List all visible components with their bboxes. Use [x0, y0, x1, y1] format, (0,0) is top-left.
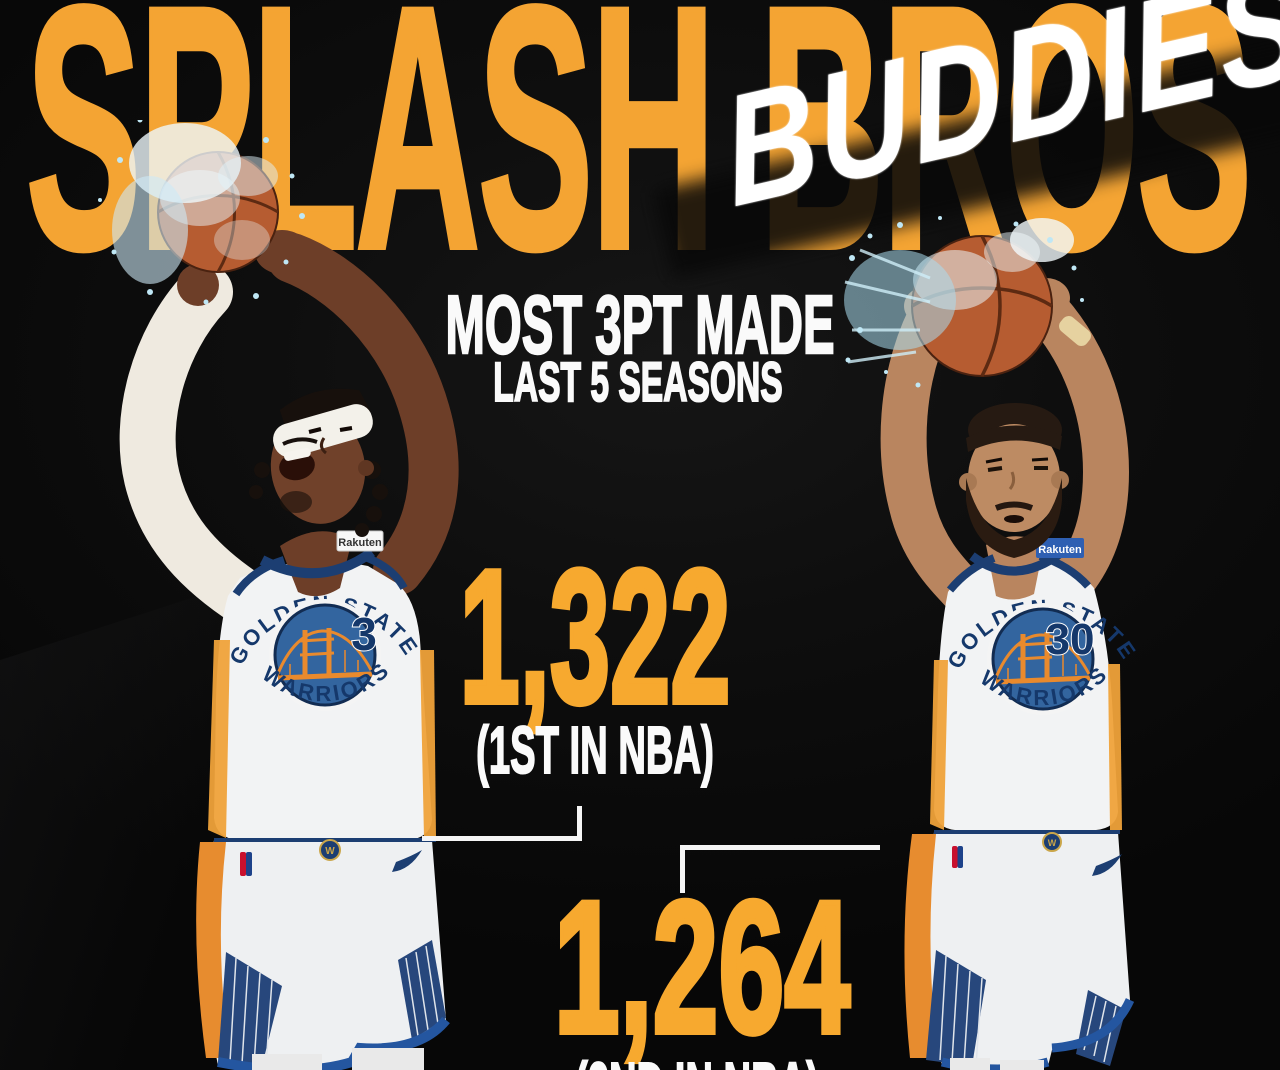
- connector-left-vertical: [577, 806, 582, 841]
- left-player-sleeve-arm: [119, 264, 276, 628]
- right-player-right-arm: [1025, 289, 1130, 611]
- warriors-logo-right: [987, 603, 1099, 715]
- svg-text:Rakuten: Rakuten: [1038, 544, 1082, 556]
- swoosh-icon-right: [1092, 854, 1122, 876]
- waist-button-left: W: [325, 846, 335, 857]
- right-player-shorts: W: [904, 830, 1135, 1070]
- waist-button-right: W: [1048, 838, 1057, 848]
- wristband: [1059, 316, 1091, 346]
- sponsor-patch-right: Rakuten: [1036, 538, 1084, 558]
- left-player-right-arm: [267, 233, 459, 595]
- stat-value-left: 1,322: [458, 531, 732, 743]
- left-player-head: [249, 388, 388, 537]
- connector-right-horizontal: [680, 845, 880, 850]
- connector-right-vertical: [680, 845, 685, 893]
- jersey-number-left: 3: [351, 608, 377, 660]
- stat-label-right-clipped: (2ND IN NBA): [574, 1052, 819, 1070]
- warriors-logo-left: [269, 599, 381, 711]
- stat-value-right: 1,264: [552, 862, 852, 1070]
- subheading-last-5-seasons: LAST 5 SEASONS: [493, 350, 784, 413]
- left-player-shorts: W: [196, 838, 450, 1070]
- right-player-head: [959, 403, 1069, 558]
- svg-text:Rakuten: Rakuten: [338, 537, 382, 549]
- sponsor-patch-left: Rakuten: [336, 530, 384, 552]
- jersey-number-right: 30: [1046, 615, 1095, 664]
- player-left-figure: Rakuten GOLDEN STATE 3 WARRIORS: [98, 120, 459, 1070]
- heading-most-3pt-made: MOST 3PT MADE: [445, 278, 835, 371]
- stat-label-left: (1ST IN NBA): [476, 713, 715, 788]
- splash-effect-right: [844, 216, 1084, 388]
- swoosh-icon-left: [392, 850, 422, 872]
- player-right-figure: Rakuten GOLDEN STATE 30 WARRIORS: [844, 216, 1139, 1070]
- right-player-left-arm: [880, 295, 985, 613]
- connector-left-horizontal: [422, 836, 582, 841]
- splash-effect-left: [98, 120, 305, 305]
